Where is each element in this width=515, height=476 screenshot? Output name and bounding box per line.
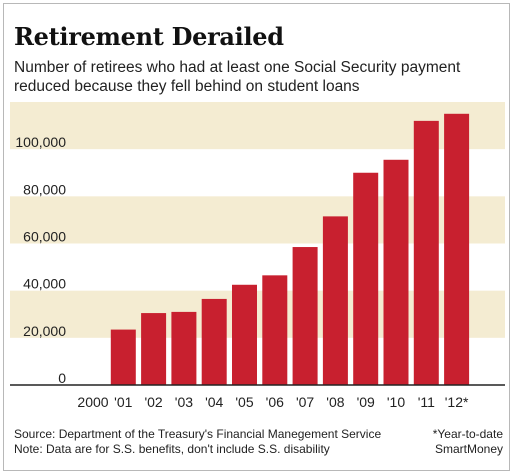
bar [201,298,227,385]
x-tick-label: '07 [296,394,314,410]
bar [171,311,197,385]
chart-title: Retirement Derailed [14,22,284,51]
bar [232,284,257,385]
x-axis-ticks: 2000 '01 '02 '03 '04 '05 '06 '07 '08 '09 '10 '11 '12… [77,394,469,410]
x-tick-label: '04 [205,394,223,410]
y-tick-label: 40,000 [23,276,66,292]
bar [413,120,439,385]
y-tick-label: 80,000 [23,181,66,197]
credit-text: SmartMoney [434,442,503,456]
note-text: Note: Data are for S.S. benefits, don't … [14,442,330,456]
chart-subtitle: Number of retirees who had at least one … [14,59,461,95]
y-tick-label: 60,000 [23,229,66,245]
bar [383,159,409,385]
bar [262,275,288,385]
x-tick-label: '11 [418,394,435,410]
x-tick-label: '09 [357,394,375,410]
y-tick-label: 20,000 [23,323,66,339]
bar [141,313,167,385]
bar [110,329,136,385]
x-tick-label: '06 [266,394,284,410]
bars [110,113,470,386]
y-tick-label: 100,000 [15,134,66,150]
year-to-date-note: *Year-to-date [432,427,503,441]
bar [292,247,318,385]
footer-right: *Year-to-date SmartMoney [433,427,503,457]
x-tick-label: '01 [114,394,132,410]
x-tick-label: '05 [235,394,253,410]
x-tick-label: 2000 [77,394,108,410]
bar [353,172,379,385]
source-text: Source: Department of the Treasury's Fin… [14,427,382,441]
bar [322,216,348,385]
x-tick-label: '10 [387,394,405,410]
x-tick-label: '02 [144,394,162,410]
y-axis-ticks: 0 20,000 40,000 60,000 80,000 100,000 [15,134,66,386]
x-tick-label: '12* [445,394,469,410]
x-tick-label: '08 [326,394,344,410]
x-tick-label: '03 [175,394,193,410]
footer-left: Source: Department of the Treasury's Fin… [14,427,381,457]
bar [444,113,470,386]
y-tick-label: 0 [58,370,66,386]
